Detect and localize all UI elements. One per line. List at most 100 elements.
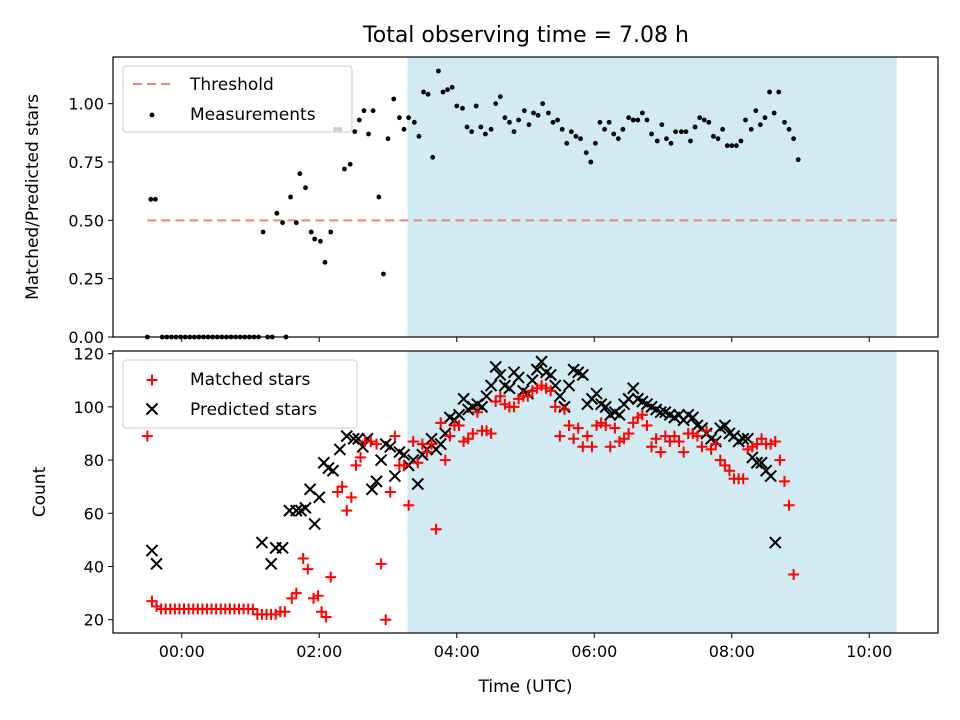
measurement-point — [361, 108, 367, 114]
matched-stars-point — [439, 454, 451, 466]
matched-stars-point — [485, 427, 497, 439]
predicted-stars-point — [718, 419, 732, 432]
measurement-point — [578, 136, 583, 142]
measurement-point — [654, 138, 660, 144]
measurement-point — [352, 129, 358, 135]
matched-stars-point — [471, 406, 483, 418]
predicted-stars-point — [590, 387, 603, 400]
measurement-point — [767, 89, 772, 95]
measurement-point — [706, 119, 712, 125]
y-tick-label: 0.75 — [68, 153, 104, 172]
ratio-panel: 0.00 0.25 0.50 0.75 1.00 Matched/Predicted s… — [23, 56, 939, 347]
x-tick-label: 00:00 — [159, 642, 205, 661]
predicted-stars-point — [512, 371, 525, 384]
matched-stars-point — [549, 401, 561, 413]
matched-stars-point — [650, 433, 662, 445]
measurement-point — [630, 117, 636, 123]
count-plot-frame — [112, 350, 939, 634]
measurement-point — [152, 196, 158, 202]
matched-stars-point — [554, 430, 566, 442]
measurement-point — [540, 101, 546, 107]
measurement-point — [297, 171, 303, 177]
measurement-point — [583, 150, 589, 156]
measurement-point — [317, 238, 323, 244]
measurement-point — [274, 210, 280, 216]
measurement-point — [347, 161, 353, 167]
measurement-point — [664, 136, 669, 142]
matched-stars-point — [407, 435, 419, 447]
measurement-point — [602, 126, 607, 132]
measurement-point — [588, 159, 594, 165]
predicted-stars-point — [374, 453, 388, 467]
matched-stars-point — [723, 465, 735, 477]
matched-stars-point — [508, 401, 520, 413]
y-tick-label: 1.00 — [68, 95, 104, 114]
measurement-point — [606, 119, 612, 125]
x-tick-label: 02:00 — [296, 642, 342, 661]
matched-stars-point — [545, 385, 557, 397]
matched-stars-point — [572, 422, 584, 434]
predicted-stars-point — [308, 517, 321, 531]
predicted-stars-point — [276, 541, 289, 555]
matched-stars-point — [678, 446, 690, 458]
measurement-point — [743, 117, 748, 123]
matched-stars-point — [558, 404, 570, 416]
measurement-point — [303, 185, 308, 191]
matched-stars-point — [673, 435, 685, 447]
measurement-point — [391, 96, 397, 102]
measurement-point — [559, 126, 565, 132]
predicted-stars-legend-label: Predicted stars — [190, 400, 317, 420]
measurement-point — [639, 110, 645, 116]
measurements-legend-swatch — [149, 112, 155, 118]
matched-stars-point — [365, 435, 377, 447]
predicted-stars-point — [553, 390, 567, 403]
matched-stars-point — [783, 499, 795, 511]
predicted-stars-point — [627, 382, 640, 395]
ratio-y-axis-label: Matched/Predicted stars — [23, 94, 43, 300]
matched-stars-point — [279, 606, 291, 618]
x-tick-label: 04:00 — [434, 642, 480, 661]
predicted-stars-point — [299, 501, 312, 515]
measurement-point — [293, 220, 299, 226]
matched-stars-point — [737, 473, 749, 485]
measurement-point — [411, 119, 417, 125]
predicted-stars-point — [326, 464, 340, 477]
matched-stars-point — [350, 459, 362, 471]
measurement-point — [497, 94, 503, 100]
measurement-point — [753, 108, 759, 114]
measurement-point — [668, 140, 674, 146]
matched-stars-point — [384, 486, 396, 498]
measurement-point — [312, 236, 318, 242]
measurement-point — [786, 126, 792, 132]
matched-stars-point — [325, 571, 337, 583]
predicted-stars-point — [503, 382, 516, 395]
measurement-point — [697, 115, 703, 121]
x-tick-label: 10:00 — [846, 642, 892, 661]
measurement-point — [507, 119, 512, 125]
measurement-point — [748, 126, 754, 132]
ratio-axis-ticks: 0.00 0.25 0.50 0.75 1.00 — [68, 95, 870, 347]
measurement-point — [454, 103, 460, 109]
measurement-point — [555, 117, 560, 123]
predicted-stars-point — [452, 408, 466, 422]
predicted-stars-point — [737, 432, 750, 445]
y-tick-label: 120 — [73, 345, 104, 364]
matched-stars-point — [691, 430, 703, 442]
measurement-point — [795, 157, 801, 163]
predicted-stars-point — [365, 483, 379, 496]
measurement-point — [397, 115, 402, 121]
measurement-point — [478, 124, 484, 130]
predicted-stars-point — [333, 443, 347, 456]
count-y-axis-label: Count — [30, 466, 50, 517]
matched-stars-point — [563, 419, 575, 431]
predicted-stars-point — [535, 355, 548, 368]
predicted-stars-point — [370, 475, 383, 488]
matched-stars-point — [341, 505, 353, 517]
measurement-point — [521, 108, 527, 114]
measurement-point — [701, 117, 707, 123]
measurement-point — [436, 68, 441, 74]
measurement-point — [488, 126, 494, 132]
matched-stars-point — [586, 441, 598, 453]
matched-stars-point — [297, 553, 309, 565]
measurement-point — [620, 126, 626, 132]
